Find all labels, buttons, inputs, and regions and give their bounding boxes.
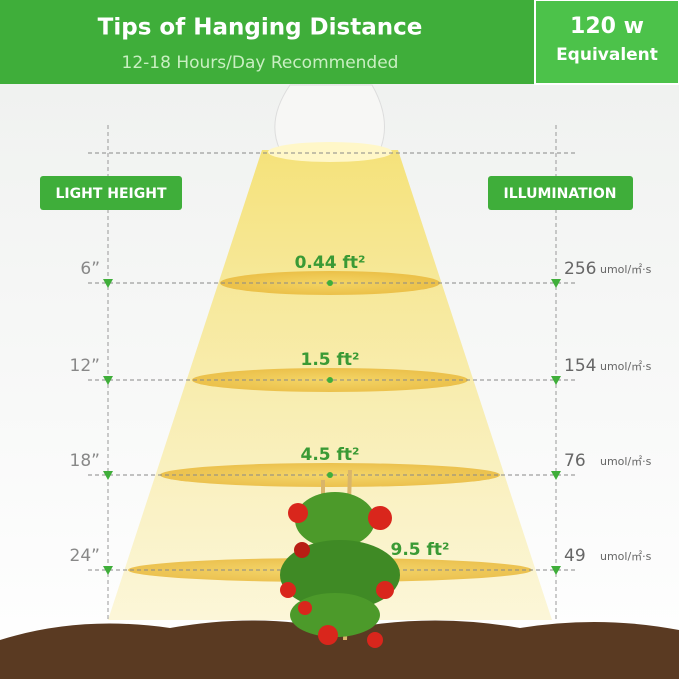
subtitle: 12-18 Hours/Day Recommended (122, 53, 399, 73)
marker-right (551, 376, 561, 385)
tomato-plant (280, 469, 400, 648)
illumination-unit: umol/㎡·s (600, 263, 652, 276)
marker-right (551, 471, 561, 480)
badge-power: 120 w (570, 14, 644, 39)
illumination-unit: umol/㎡·s (600, 550, 652, 563)
marker-left (103, 376, 113, 385)
marker-left (103, 566, 113, 575)
bulb (274, 84, 385, 151)
center-dot (327, 472, 333, 478)
bulb-glow (268, 142, 392, 162)
right-label-box (488, 176, 633, 210)
height-label: 24” (70, 546, 100, 566)
badge (534, 0, 679, 85)
area-label: 9.5 ft² (390, 540, 449, 560)
height-label: 12” (70, 356, 100, 376)
height-label: 6” (80, 259, 100, 279)
marker-right (551, 566, 561, 575)
illumination-unit: umol/㎡·s (600, 360, 652, 373)
marker-left (103, 471, 113, 480)
right-label: ILLUMINATION (504, 186, 617, 202)
area-label: 4.5 ft² (300, 445, 359, 465)
height-label: 18” (70, 451, 100, 471)
illumination-value: 76 (564, 451, 586, 471)
illumination-unit: umol/㎡·s (600, 455, 652, 468)
header-bar (0, 0, 535, 84)
center-dot (327, 377, 333, 383)
title: Tips of Hanging Distance (98, 15, 423, 41)
soil (0, 620, 679, 679)
marker-left (103, 279, 113, 288)
area-label: 0.44 ft² (295, 253, 366, 273)
illumination-value: 154 (564, 356, 596, 376)
marker-right (551, 279, 561, 288)
area-label: 1.5 ft² (300, 350, 359, 370)
illumination-value: 49 (564, 546, 586, 566)
left-label: LIGHT HEIGHT (55, 186, 166, 202)
center-dot (327, 280, 333, 286)
illumination-value: 256 (564, 259, 596, 279)
left-label-box (40, 176, 182, 210)
badge-label: Equivalent (556, 45, 658, 65)
